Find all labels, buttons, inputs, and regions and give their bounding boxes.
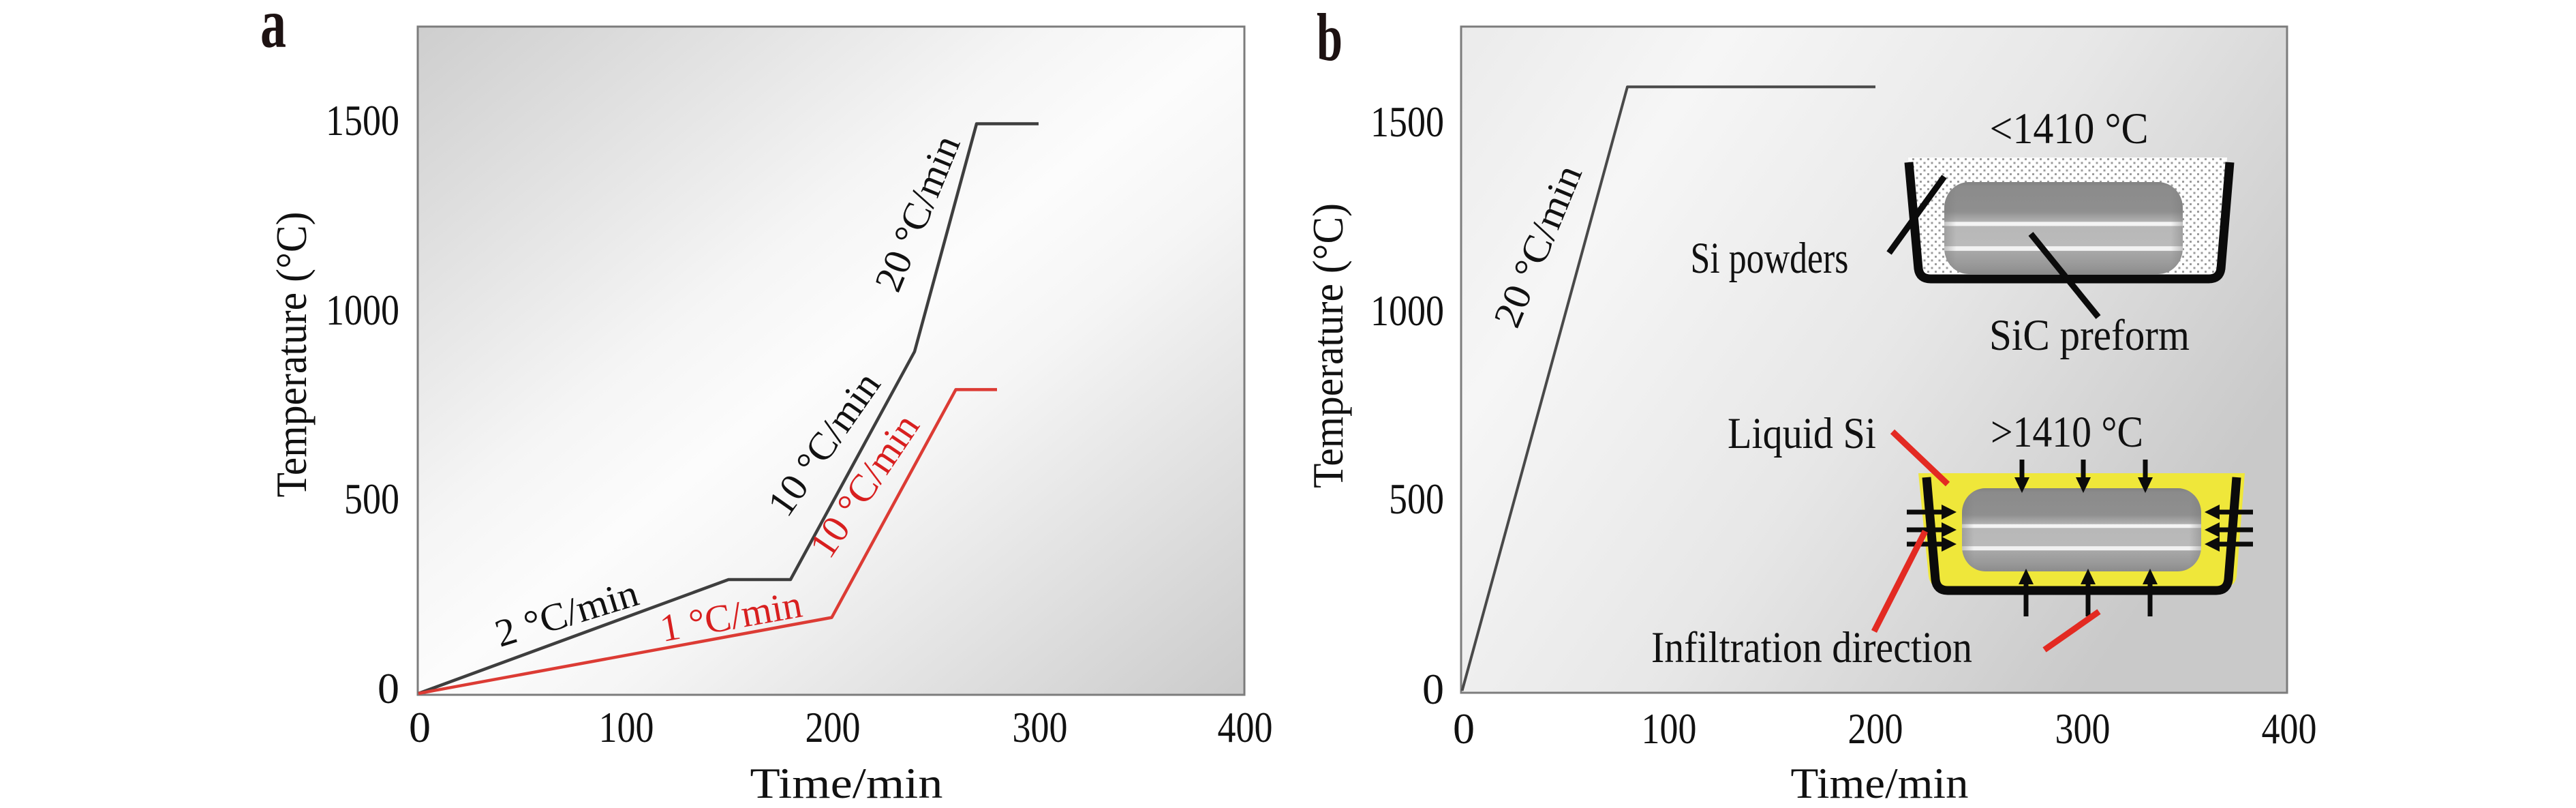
- svg-text:0: 0: [1453, 704, 1475, 753]
- svg-text:Temperature (°C): Temperature (°C): [268, 212, 316, 498]
- svg-text:200: 200: [806, 703, 861, 751]
- svg-text:Time/min: Time/min: [750, 760, 943, 807]
- svg-text:400: 400: [2262, 704, 2317, 753]
- svg-text:<1410 °C: <1410 °C: [1990, 104, 2149, 153]
- svg-text:0: 0: [378, 664, 399, 713]
- svg-text:200: 200: [1848, 704, 1903, 753]
- svg-text:300: 300: [1013, 703, 1068, 751]
- svg-text:100: 100: [1642, 704, 1697, 753]
- svg-text:Infiltration direction: Infiltration direction: [1651, 623, 1972, 672]
- svg-text:500: 500: [1389, 475, 1444, 523]
- svg-text:Time/min: Time/min: [1791, 760, 1969, 807]
- svg-text:400: 400: [1218, 703, 1273, 751]
- svg-text:0: 0: [1422, 665, 1444, 713]
- svg-text:1500: 1500: [326, 96, 399, 145]
- svg-text:500: 500: [344, 475, 399, 523]
- svg-text:1500: 1500: [1370, 98, 1444, 146]
- svg-text:SiC preform: SiC preform: [1989, 311, 2190, 360]
- svg-text:1000: 1000: [326, 286, 399, 334]
- svg-text:a: a: [260, 0, 286, 63]
- svg-text:Temperature (°C): Temperature (°C): [1304, 203, 1352, 488]
- svg-text:100: 100: [599, 703, 654, 751]
- svg-text:300: 300: [2055, 704, 2111, 753]
- svg-text:Si powders: Si powders: [1691, 234, 1849, 283]
- svg-text:>1410 °C: >1410 °C: [1991, 408, 2143, 457]
- svg-text:b: b: [1317, 0, 1343, 75]
- svg-text:1000: 1000: [1370, 286, 1444, 335]
- svg-text:0: 0: [409, 703, 431, 751]
- svg-text:Liquid Si: Liquid Si: [1728, 409, 1876, 458]
